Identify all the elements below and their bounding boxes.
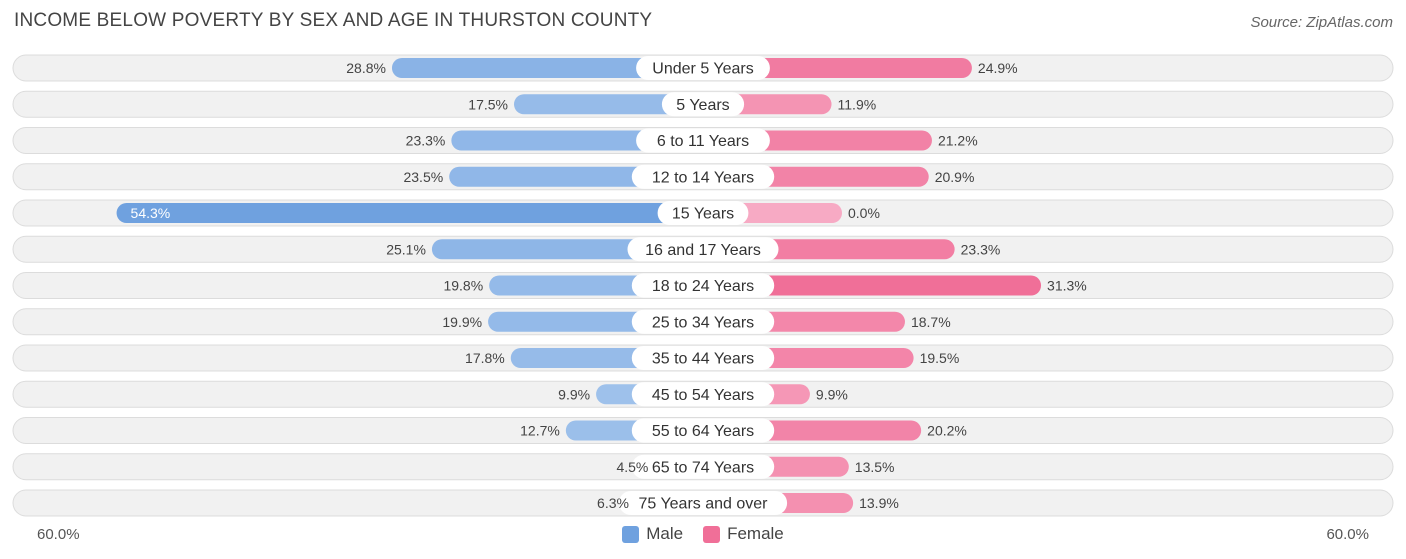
chart-row: 5 Years 17.5% 11.9% (13, 91, 1393, 117)
legend-item-female[interactable]: Female (703, 524, 784, 544)
male-value-label: 25.1% (386, 241, 426, 257)
male-value-label: 28.8% (346, 60, 386, 76)
male-value-label: 23.5% (403, 169, 443, 185)
female-value-label: 11.9% (838, 96, 877, 112)
chart-plot: Under 5 Years 28.8% 24.9% 5 Years 17.5% 11.9%… (0, 0, 1406, 520)
female-value-label: 0.0% (848, 205, 880, 221)
category-label: 12 to 14 Years (652, 169, 754, 186)
chart-row: 75 Years and over 6.3% 13.9% (13, 490, 1393, 516)
category-label: 25 to 34 Years (652, 314, 754, 331)
category-label: 75 Years and over (639, 496, 769, 513)
legend-swatch-male (622, 526, 639, 543)
chart-row: 12 to 14 Years 23.5% 20.9% (13, 164, 1393, 190)
male-value-label: 6.3% (597, 495, 629, 511)
male-value-label: 12.7% (520, 423, 560, 439)
chart-row: 15 Years 54.3% 0.0% (13, 200, 1393, 226)
category-label: 16 and 17 Years (645, 242, 761, 259)
male-value-label: 23.3% (406, 133, 446, 149)
chart-row: 16 and 17 Years 25.1% 23.3% (13, 236, 1393, 262)
legend-swatch-female (703, 526, 720, 543)
chart-row: 35 to 44 Years 17.8% 19.5% (13, 345, 1393, 371)
category-label: 5 Years (676, 97, 729, 114)
male-value-label: 19.8% (443, 278, 483, 294)
legend-label-female: Female (727, 524, 784, 544)
female-value-label: 24.9% (978, 60, 1018, 76)
male-value-label: 17.8% (465, 350, 505, 366)
chart-row: 45 to 54 Years 9.9% 9.9% (13, 381, 1393, 407)
female-value-label: 13.5% (855, 459, 895, 475)
chart-row: Under 5 Years 28.8% 24.9% (13, 55, 1393, 81)
male-value-label: 19.9% (442, 314, 482, 330)
legend-item-male[interactable]: Male (622, 524, 683, 544)
category-label: Under 5 Years (652, 61, 753, 78)
male-value-label: 17.5% (468, 96, 508, 112)
category-label: 18 to 24 Years (652, 278, 754, 295)
chart-row: 6 to 11 Years 23.3% 21.2% (13, 128, 1393, 154)
male-value-label: 9.9% (558, 386, 590, 402)
legend: Male Female (0, 524, 1406, 544)
female-value-label: 9.9% (816, 386, 848, 402)
legend-label-male: Male (646, 524, 683, 544)
category-label: 65 to 74 Years (652, 459, 754, 476)
chart-row: 55 to 64 Years 12.7% 20.2% (13, 418, 1393, 444)
female-value-label: 20.2% (927, 423, 967, 439)
category-label: 35 to 44 Years (652, 351, 754, 368)
female-value-label: 13.9% (859, 495, 899, 511)
male-value-label: 4.5% (616, 459, 648, 475)
male-value-label: 54.3% (131, 205, 171, 221)
category-label: 6 to 11 Years (657, 133, 749, 150)
category-label: 55 to 64 Years (652, 423, 754, 440)
male-bar[interactable] (117, 203, 713, 223)
female-value-label: 19.5% (920, 350, 960, 366)
category-label: 15 Years (672, 206, 734, 223)
female-value-label: 21.2% (938, 133, 978, 149)
chart-row: 25 to 34 Years 19.9% 18.7% (13, 309, 1393, 335)
female-value-label: 20.9% (935, 169, 975, 185)
category-label: 45 to 54 Years (652, 387, 754, 404)
female-value-label: 31.3% (1047, 278, 1087, 294)
female-value-label: 18.7% (911, 314, 951, 330)
female-value-label: 23.3% (961, 241, 1001, 257)
chart-row: 18 to 24 Years 19.8% 31.3% (13, 273, 1393, 299)
